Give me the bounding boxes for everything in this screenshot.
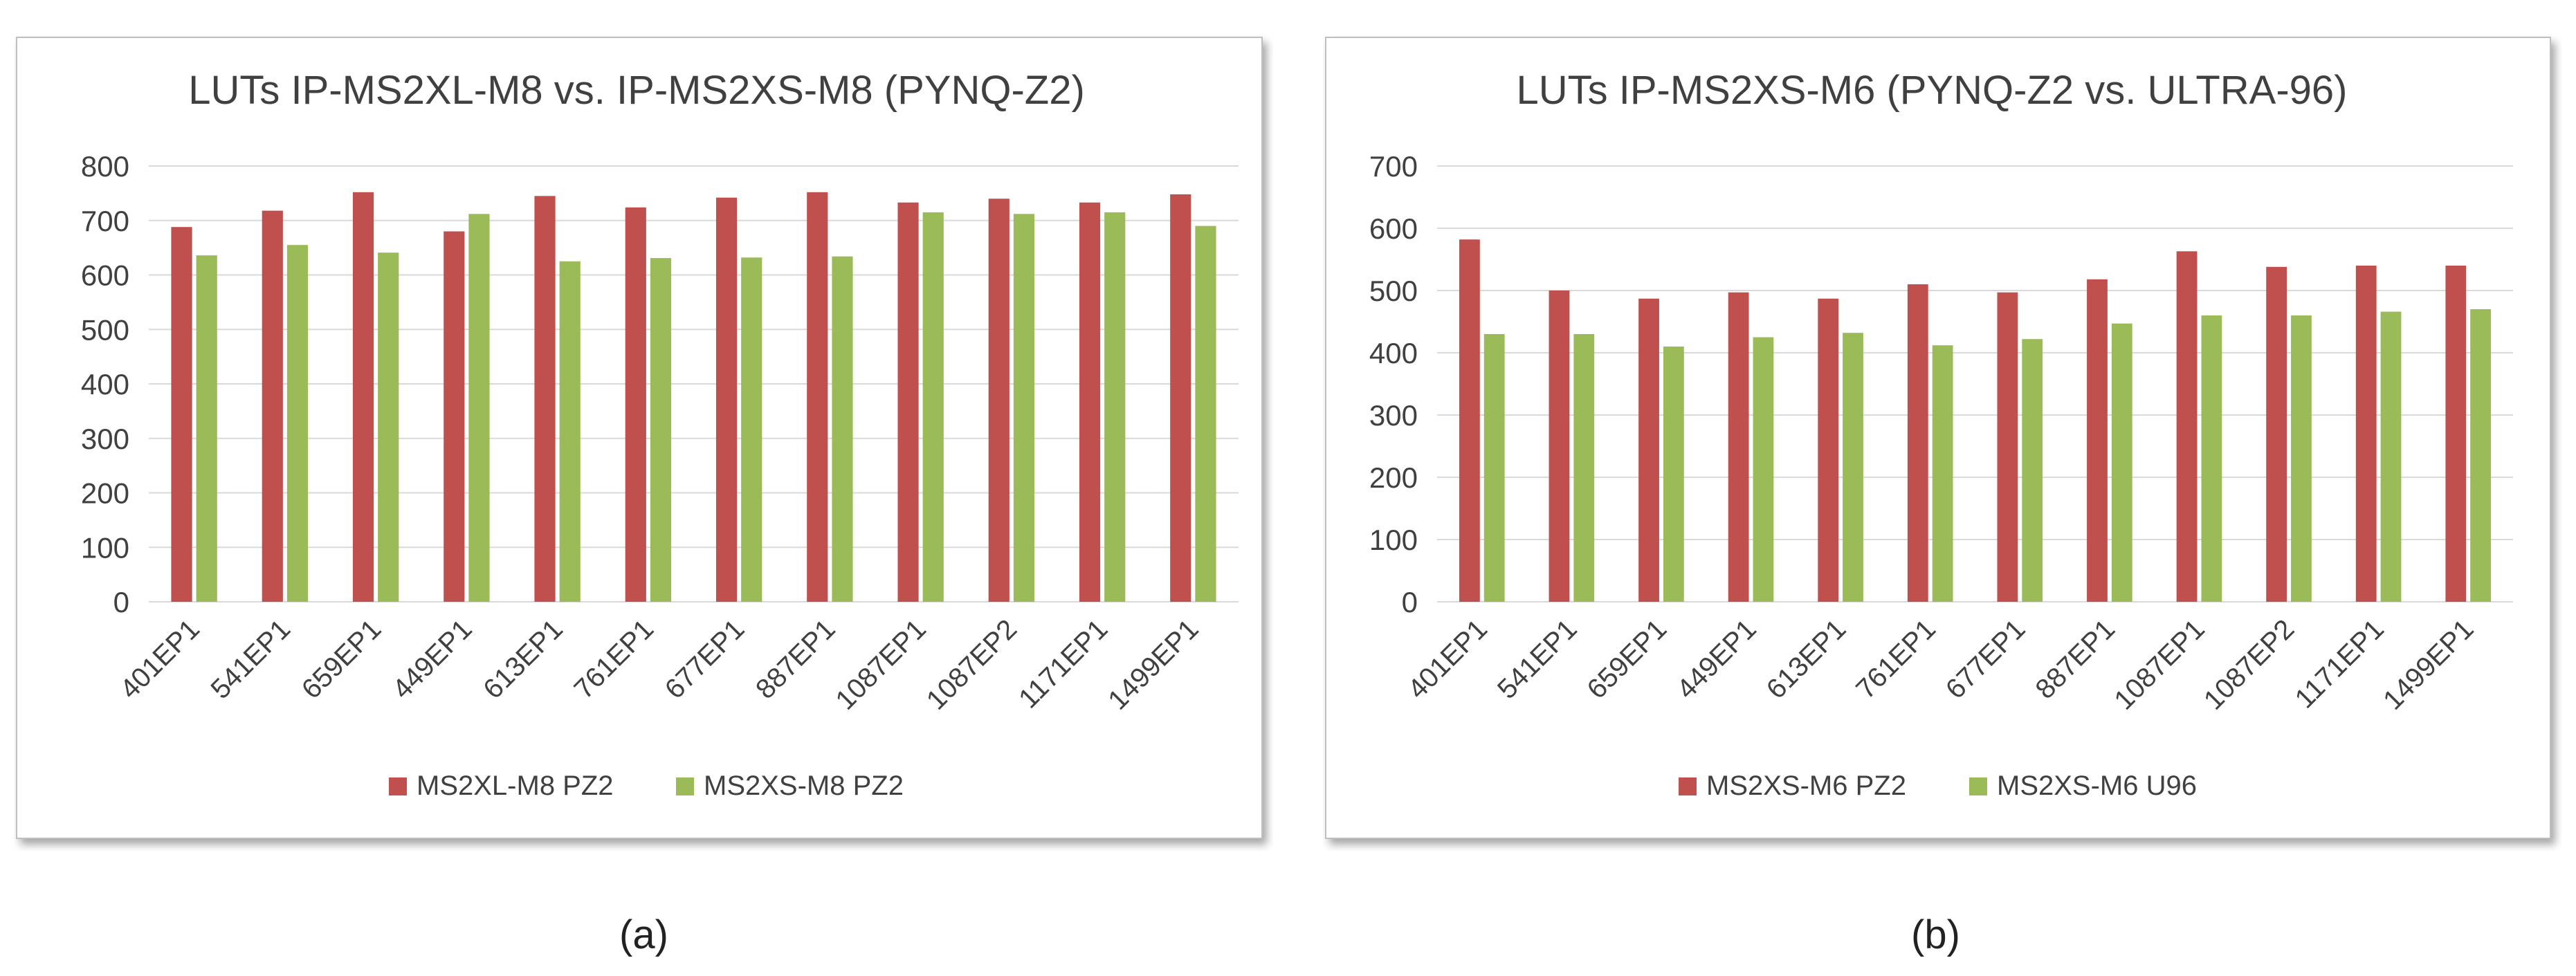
bar-1-1499EP1 [1170,194,1191,602]
y-tick-label: 400 [81,368,129,400]
bar-1-541EP1 [1549,291,1570,602]
bar-1-1087EP1 [897,202,919,602]
y-tick-label: 700 [81,205,129,237]
bar-1-1171EP1 [1079,202,1101,602]
bar-2-677EP1 [2022,339,2043,602]
y-tick-label: 100 [1369,524,1418,556]
bar-1-887EP1 [807,192,828,602]
bar-2-761EP1 [1932,345,1953,602]
bar-1-1087EP2 [2266,266,2287,602]
bar-2-1087EP1 [2201,315,2222,602]
bar-1-887EP1 [2087,279,2108,602]
bar-2-1499EP1 [2470,309,2492,602]
bar-2-887EP1 [832,256,853,602]
bar-2-449EP1 [468,214,490,602]
y-tick-label: 0 [113,586,129,618]
bar-2-1087EP2 [2291,315,2312,602]
bar-1-659EP1 [352,192,374,602]
y-tick-label: 300 [1369,399,1418,432]
bar-2-1087EP1 [922,212,944,602]
bar-1-449EP1 [444,231,465,602]
bar-2-659EP1 [378,252,399,602]
chart-title: LUTs IP-MS2XL-M8 vs. IP-MS2XS-M8 (PYNQ-Z… [188,68,1085,113]
y-tick-label: 400 [1369,337,1418,369]
bar-2-541EP1 [286,245,309,602]
bar-2-449EP1 [1753,337,1774,602]
bar-2-1171EP1 [2380,311,2402,602]
bar-2-677EP1 [741,257,762,602]
bar-1-401EP1 [1459,239,1480,602]
y-tick-label: 700 [1369,150,1418,183]
chart-panel-a: LUTs IP-MS2XL-M8 vs. IP-MS2XS-M8 (PYNQ-Z… [14,35,1273,851]
caption-a: (a) [619,912,668,957]
bar-1-1087EP1 [2176,251,2198,602]
bar-2-401EP1 [196,255,217,602]
bar-1-401EP1 [171,227,192,602]
bar-1-449EP1 [1728,292,1749,602]
bar-1-1499EP1 [2445,266,2467,602]
bar-1-761EP1 [625,207,646,602]
chart-title: LUTs IP-MS2XS-M6 (PYNQ-Z2 vs. ULTRA-96) [1516,68,2347,113]
legend-label-2: MS2XS-M8 PZ2 [704,771,904,801]
y-tick-label: 200 [81,477,129,510]
bar-1-613EP1 [1818,298,1839,602]
bar-2-541EP1 [1573,334,1595,602]
y-tick-label: 100 [81,531,129,564]
legend-label-2: MS2XS-M6 U96 [1997,771,2197,801]
bar-2-761EP1 [650,258,672,602]
bar-1-1171EP1 [2355,266,2377,602]
bar-1-677EP1 [715,197,738,602]
legend-label-1: MS2XS-M6 PZ2 [1706,771,1906,801]
bar-2-401EP1 [1483,334,1505,602]
bar-2-613EP1 [1843,333,1863,602]
chart-svg: LUTs IP-MS2XS-M6 (PYNQ-Z2 vs. ULTRA-96) 0… [1325,37,2551,839]
legend-swatch-2 [676,777,694,795]
bar-2-1087EP2 [1013,214,1035,602]
bar-1-659EP1 [1638,298,1659,602]
y-tick-label: 500 [1369,275,1418,307]
legend-label-1: MS2XL-M8 PZ2 [417,771,614,801]
legend-swatch-2 [1969,777,1987,795]
legend-swatch-1 [389,777,407,795]
bar-2-613EP1 [559,261,581,602]
y-tick-label: 300 [81,423,129,455]
y-tick-label: 600 [81,259,129,292]
bar-2-887EP1 [2111,323,2132,602]
chart-panel-b: LUTs IP-MS2XS-M6 (PYNQ-Z2 vs. ULTRA-96) 0… [1323,35,2561,851]
legend-swatch-1 [1679,777,1697,795]
y-tick-label: 500 [81,313,129,346]
chart-svg: LUTs IP-MS2XL-M8 vs. IP-MS2XS-M8 (PYNQ-Z… [16,37,1263,839]
bar-1-677EP1 [1997,292,2018,602]
bar-2-659EP1 [1663,347,1684,602]
caption-b: (b) [1911,912,1960,957]
y-tick-label: 200 [1369,461,1418,494]
bar-2-1171EP1 [1104,212,1126,602]
bar-1-613EP1 [534,196,556,602]
bar-2-1499EP1 [1195,225,1216,602]
bar-1-541EP1 [262,210,283,602]
bar-1-761EP1 [1907,284,1928,602]
bar-1-1087EP2 [988,199,1010,602]
y-tick-label: 800 [81,150,129,183]
y-tick-label: 600 [1369,212,1418,245]
y-tick-label: 0 [1402,586,1418,618]
